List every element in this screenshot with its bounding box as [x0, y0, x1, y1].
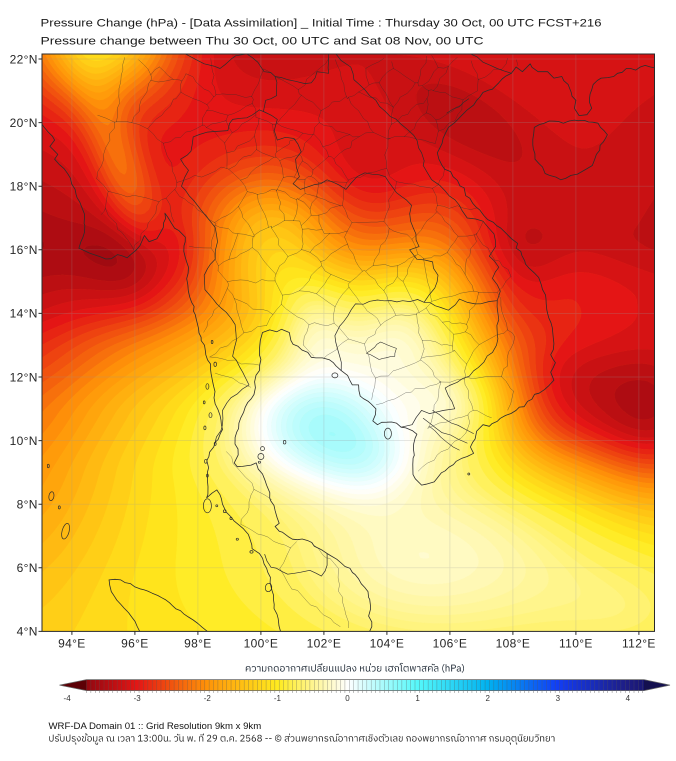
- svg-text:106°E: 106°E: [433, 637, 468, 651]
- svg-text:94°E: 94°E: [58, 637, 86, 651]
- svg-text:Pressure Change (hPa) - [Data: Pressure Change (hPa) - [Data Assimilati…: [41, 17, 602, 29]
- svg-text:4: 4: [626, 694, 631, 703]
- svg-text:112°E: 112°E: [622, 637, 656, 651]
- svg-text:12°N: 12°N: [10, 370, 38, 384]
- svg-text:10°N: 10°N: [10, 434, 38, 448]
- svg-text:18°N: 18°N: [10, 180, 38, 194]
- svg-text:16°N: 16°N: [10, 243, 38, 257]
- svg-text:108°E: 108°E: [496, 637, 531, 651]
- svg-text:1: 1: [415, 694, 420, 703]
- svg-text:-4: -4: [64, 694, 72, 703]
- svg-text:110°E: 110°E: [559, 637, 593, 651]
- svg-text:Pressure change between Thu 30: Pressure change between Thu 30 Oct, 00 U…: [41, 35, 484, 47]
- svg-text:22°N: 22°N: [10, 52, 38, 66]
- svg-text:96°E: 96°E: [121, 637, 149, 651]
- svg-text:100°E: 100°E: [244, 637, 279, 651]
- svg-text:98°E: 98°E: [184, 637, 212, 651]
- svg-text:104°E: 104°E: [370, 637, 405, 651]
- svg-text:14°N: 14°N: [10, 307, 38, 321]
- svg-text:20°N: 20°N: [10, 116, 38, 130]
- svg-text:2: 2: [485, 694, 490, 703]
- svg-text:-1: -1: [274, 694, 282, 703]
- svg-text:WRF-DA Domain 01 :: Grid Resol: WRF-DA Domain 01 :: Grid Resolution 9km …: [49, 721, 262, 732]
- svg-text:6°N: 6°N: [17, 561, 38, 575]
- svg-text:3: 3: [556, 694, 561, 703]
- svg-text:0: 0: [345, 694, 350, 703]
- svg-text:102°E: 102°E: [307, 637, 342, 651]
- svg-text:8°N: 8°N: [17, 498, 38, 512]
- svg-text:-3: -3: [134, 694, 142, 703]
- svg-text:-2: -2: [204, 694, 212, 703]
- svg-text:4°N: 4°N: [17, 625, 38, 639]
